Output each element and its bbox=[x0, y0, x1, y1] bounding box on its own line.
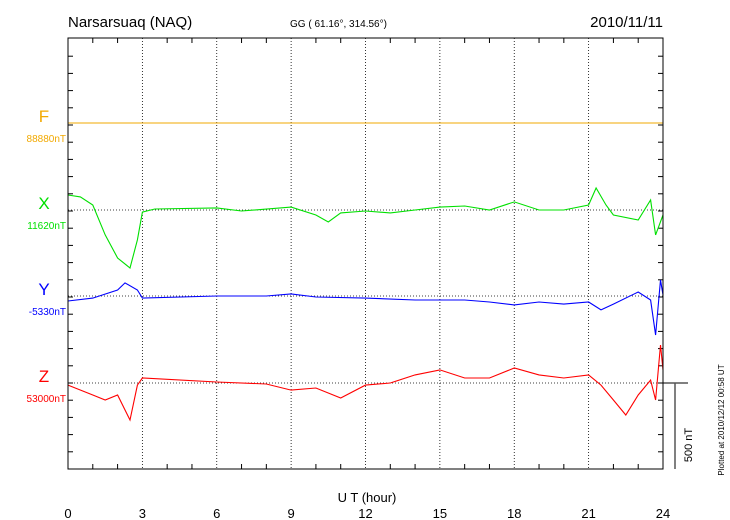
station-title: Narsarsuaq (NAQ) bbox=[68, 14, 192, 31]
x-tick-label: 15 bbox=[433, 506, 447, 520]
series-baseline-f: 88880nT bbox=[27, 134, 66, 145]
grid bbox=[68, 38, 663, 469]
series-line-z bbox=[67, 344, 664, 422]
axis-ticks bbox=[68, 38, 663, 469]
x-tick-label: 24 bbox=[656, 506, 670, 520]
x-tick-label: 12 bbox=[358, 506, 372, 520]
x-tick-label: 9 bbox=[288, 506, 295, 520]
x-tick-label: 18 bbox=[507, 506, 521, 520]
series-labels: F 88880nT X 11620nT Y -5330nT Z 53000nT bbox=[27, 107, 66, 405]
series-lines bbox=[67, 122, 664, 422]
x-tick-label: 0 bbox=[64, 506, 71, 520]
series-name-x: X bbox=[38, 194, 49, 213]
coordinates-label: GG ( 61.16°, 314.56°) bbox=[290, 19, 387, 30]
x-tick-label: 6 bbox=[213, 506, 220, 520]
plotted-timestamp: Plotted at 2010/12/12 00:58 UT bbox=[717, 364, 726, 475]
scale-bar-label: 500 nT bbox=[683, 428, 695, 463]
plot-frame bbox=[67, 37, 664, 470]
x-tick-labels: 0 3 6 9 12 15 18 21 24 bbox=[64, 506, 670, 520]
series-name-y: Y bbox=[38, 280, 49, 299]
x-axis-label: U T (hour) bbox=[338, 490, 397, 505]
date-label: 2010/11/11 bbox=[590, 14, 663, 31]
scale-bar: 500 nT bbox=[663, 382, 695, 469]
series-line-x bbox=[67, 186, 664, 269]
series-baseline-y: -5330nT bbox=[29, 307, 66, 318]
x-tick-label: 3 bbox=[139, 506, 146, 520]
series-line-y bbox=[67, 279, 664, 336]
x-tick-label: 21 bbox=[581, 506, 595, 520]
series-name-z: Z bbox=[39, 367, 49, 386]
series-baseline-z: 53000nT bbox=[27, 394, 66, 405]
series-name-f: F bbox=[39, 107, 49, 126]
series-baseline-x: 11620nT bbox=[27, 221, 66, 232]
